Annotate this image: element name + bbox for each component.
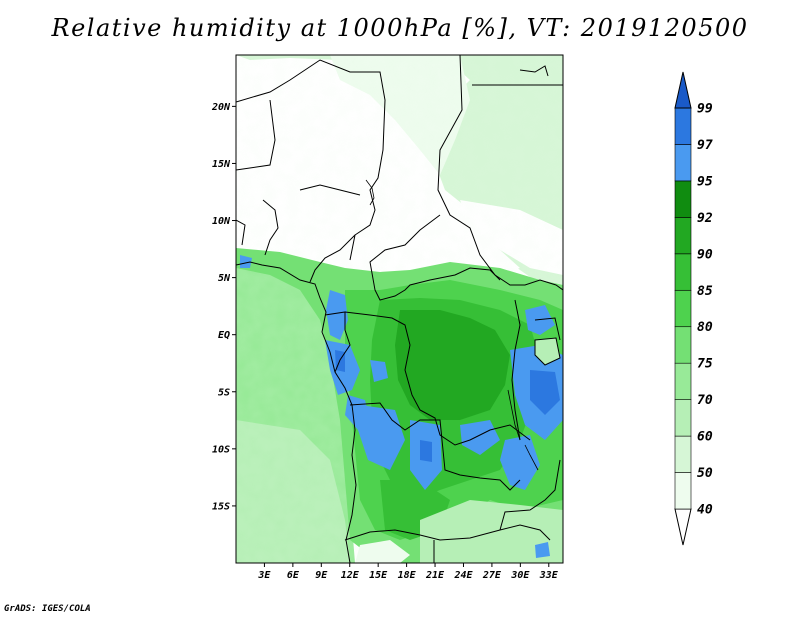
colorbar-segment bbox=[674, 180, 692, 218]
lon-tick-label: 18E bbox=[398, 570, 417, 581]
lat-tick-label: 5N bbox=[218, 273, 231, 284]
country-borders bbox=[236, 55, 563, 563]
colorbar-label: 80 bbox=[697, 320, 713, 335]
lat-tick-label: 15N bbox=[212, 159, 231, 170]
lat-axis: 20N 15N 10N 5N EQ 5S 10S 15S bbox=[211, 102, 236, 512]
lon-tick-label: 24E bbox=[453, 570, 473, 581]
lat-tick-label: 10S bbox=[212, 444, 230, 455]
lat-tick-label: EQ bbox=[218, 330, 230, 341]
lon-tick-label: 15E bbox=[369, 570, 388, 581]
colorbar-segment bbox=[674, 435, 692, 473]
map-title: Relative humidity at 1000hPa [%], VT: 20… bbox=[51, 14, 749, 42]
colorbar: 40 50 60 70 75 80 85 90 92 95 97 99 bbox=[674, 71, 713, 546]
interior-humid-92 bbox=[395, 310, 510, 420]
humidity-field bbox=[236, 55, 563, 563]
lat-tick-label: 15S bbox=[212, 501, 230, 512]
lon-tick-label: 21E bbox=[425, 570, 445, 581]
colorbar-lower-arrow bbox=[674, 508, 692, 546]
colorbar-label: 75 bbox=[697, 357, 713, 372]
colorbar-label: 60 bbox=[697, 430, 713, 445]
lon-tick-label: 12E bbox=[341, 570, 360, 581]
lakes-rivers bbox=[365, 179, 539, 471]
lon-tick-label: 30E bbox=[510, 570, 530, 581]
lon-tick-label: 33E bbox=[539, 570, 559, 581]
southern-white bbox=[355, 540, 410, 563]
grads-credit: GrADS: IGES/COLA bbox=[4, 604, 91, 614]
colorbar-label: 90 bbox=[697, 247, 713, 262]
lon-tick-label: 27E bbox=[482, 570, 502, 581]
colorbar-segment bbox=[674, 144, 692, 182]
colorbar-label: 50 bbox=[697, 466, 713, 481]
colorbar-segment bbox=[674, 399, 692, 437]
lon-axis: 3E 6E 9E 12E 15E 18E 21E 24E 27E 30E 33E bbox=[257, 563, 559, 581]
colorbar-segment bbox=[674, 362, 692, 400]
colorbar-label: 95 bbox=[697, 174, 713, 189]
lon-tick-label: 3E bbox=[257, 570, 271, 581]
lat-tick-label: 20N bbox=[211, 102, 231, 113]
southern-lighter bbox=[420, 500, 563, 563]
lake-victoria bbox=[535, 338, 560, 365]
colorbar-segment bbox=[674, 289, 692, 328]
colorbar-segment bbox=[674, 326, 692, 364]
map-frame bbox=[235, 54, 564, 564]
lon-tick-label: 6E bbox=[287, 570, 300, 581]
colorbar-label: 97 bbox=[697, 138, 713, 153]
lon-tick-label: 9E bbox=[315, 570, 328, 581]
colorbar-segment bbox=[674, 472, 692, 510]
colorbar-label: 40 bbox=[697, 503, 713, 518]
colorbar-segment bbox=[674, 217, 692, 255]
colorbar-label: 70 bbox=[697, 393, 713, 408]
lat-tick-label: 5S bbox=[218, 387, 230, 398]
colorbar-segment bbox=[674, 253, 692, 291]
colorbar-segment bbox=[674, 107, 692, 145]
colorbar-upper-arrow bbox=[674, 71, 692, 109]
colorbar-label: 99 bbox=[697, 102, 713, 117]
colorbar-label: 92 bbox=[697, 211, 713, 226]
colorbar-label: 85 bbox=[697, 284, 713, 299]
lat-tick-label: 10N bbox=[212, 216, 231, 227]
